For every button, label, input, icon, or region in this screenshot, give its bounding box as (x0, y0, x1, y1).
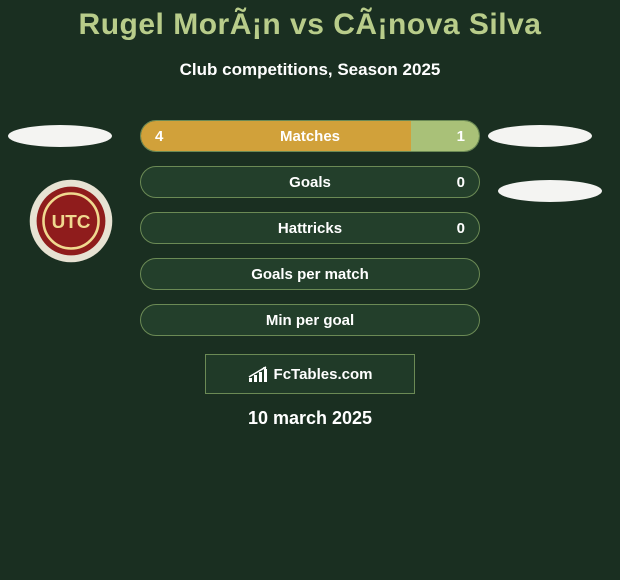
bar-row-matches: 4 Matches 1 (140, 120, 480, 152)
fctables-text: FcTables.com (274, 366, 373, 383)
bar-right-value: 0 (457, 213, 465, 243)
date-text: 10 march 2025 (0, 408, 620, 429)
club-logo-icon: UTC (28, 178, 114, 264)
fctables-watermark: FcTables.com (205, 354, 415, 394)
decor-ellipse-left (8, 125, 112, 147)
bar-label: Min per goal (141, 305, 479, 335)
bar-right-value: 0 (457, 167, 465, 197)
page-title: Rugel MorÃ¡n vs CÃ¡nova Silva (0, 8, 620, 42)
club-logo: UTC (28, 178, 114, 264)
bar-label: Goals per match (141, 259, 479, 289)
bar-label: Hattricks (141, 213, 479, 243)
bar-row-hattricks: Hattricks 0 (140, 212, 480, 244)
bar-right-value: 1 (457, 121, 465, 151)
bar-chart-icon (248, 366, 268, 382)
decor-ellipse-right-top (488, 125, 592, 147)
comparison-bars: 4 Matches 1 Goals 0 Hattricks 0 Goals pe… (140, 120, 480, 350)
subtitle: Club competitions, Season 2025 (0, 60, 620, 80)
svg-text:UTC: UTC (52, 212, 91, 233)
bar-row-goals: Goals 0 (140, 166, 480, 198)
bar-row-min-per-goal: Min per goal (140, 304, 480, 336)
bar-row-goals-per-match: Goals per match (140, 258, 480, 290)
decor-ellipse-right-bottom (498, 180, 602, 202)
bar-label: Matches (141, 121, 479, 151)
bar-label: Goals (141, 167, 479, 197)
